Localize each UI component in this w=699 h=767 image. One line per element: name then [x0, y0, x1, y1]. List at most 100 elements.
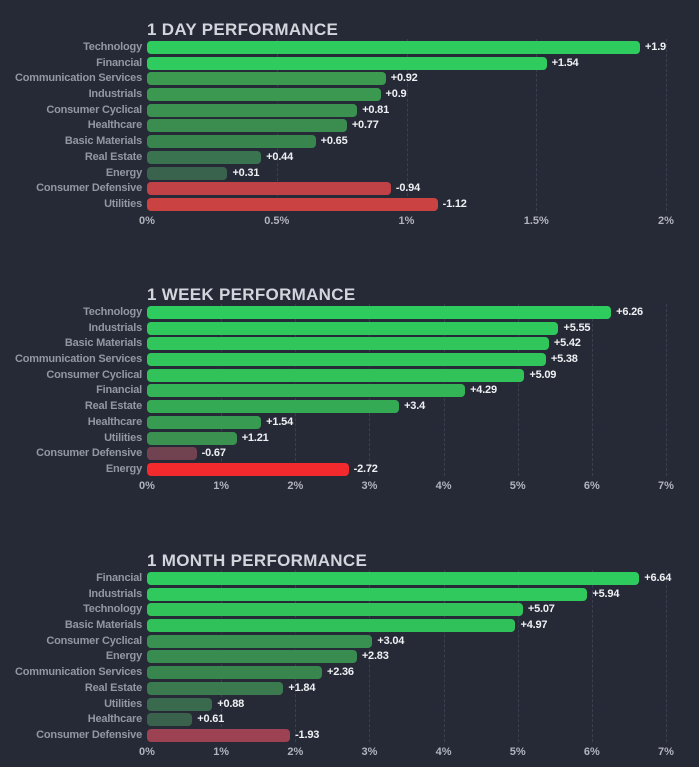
performance-bar: [147, 88, 381, 102]
category-label: Consumer Cyclical: [46, 368, 142, 381]
bar-row: Consumer Defensive -1.93: [36, 728, 666, 742]
performance-bar: [147, 572, 640, 585]
bar-row: Energy +0.31: [106, 166, 666, 180]
bar-row: Basic Materials +4.97: [65, 619, 666, 633]
performance-bar: [147, 619, 516, 633]
value-label: +0.81: [362, 103, 390, 116]
bar-row: Financial +1.54: [96, 56, 666, 70]
bar-row: Technology +5.07: [83, 603, 666, 617]
category-label: Financial: [96, 384, 142, 397]
gridline: [666, 570, 667, 742]
x-axis-tick-label: 3%: [361, 746, 378, 758]
category-label: Real Estate: [84, 400, 142, 413]
value-label: -1.93: [295, 728, 320, 741]
performance-bar: [147, 650, 357, 664]
category-label: Communication Services: [14, 353, 142, 366]
x-axis-tick-label: 1%: [213, 480, 230, 492]
bar-row: Consumer Defensive -0.94: [36, 182, 666, 196]
gridline: [591, 304, 593, 476]
category-label: Energy: [105, 650, 142, 663]
x-axis-tick-label: 6%: [583, 746, 600, 758]
category-label: Industrials: [88, 321, 143, 334]
x-axis-tick-label: 1.5%: [523, 215, 549, 227]
performance-bar: [147, 306, 612, 319]
performance-bar: [147, 103, 358, 117]
performance-bar: [147, 384, 466, 398]
category-label: Healthcare: [87, 415, 142, 428]
category-label: Basic Materials: [64, 135, 142, 148]
performance-bar: [147, 681, 284, 695]
bar-row: Consumer Cyclical +3.04: [46, 634, 666, 648]
category-label: Technology: [83, 41, 142, 53]
x-axis-tick-label: 6%: [583, 480, 600, 492]
value-label: +1.9: [645, 41, 666, 53]
value-label: +5.07: [527, 603, 555, 616]
x-axis-tick-label: 7%: [658, 746, 674, 758]
bar-row: Real Estate +3.4: [85, 400, 666, 414]
chart-title: 1 WEEK PERFORMANCE: [147, 285, 356, 305]
x-axis-tick-label: 2%: [287, 480, 304, 492]
x-axis-tick-label: 7%: [658, 480, 674, 492]
bar-row: Basic Materials +0.65: [65, 135, 666, 149]
gridline: [517, 570, 519, 742]
gridline: [517, 304, 519, 476]
bar-row: Industrials +5.94: [89, 587, 666, 601]
gridline: [369, 570, 371, 742]
x-axis-tick-label: 2%: [658, 215, 674, 227]
performance-bar: [147, 119, 347, 133]
category-label: Communication Services: [14, 666, 142, 679]
bars-area: Technology +1.9 Financial +1.54 Communicatio…: [15, 41, 666, 211]
category-label: Communication Services: [14, 72, 142, 85]
performance-bar: [147, 587, 588, 601]
bar-row: Technology +1.9: [83, 41, 666, 54]
bar-row: Real Estate +1.84: [85, 681, 666, 695]
bar-row: Financial +6.64: [96, 572, 671, 585]
value-label: -2.72: [353, 462, 378, 475]
category-label: Consumer Defensive: [36, 447, 142, 460]
category-label: Real Estate: [84, 150, 142, 163]
value-label: +0.88: [217, 697, 245, 710]
bar-row: Financial +4.29: [96, 384, 666, 398]
chart-title: 1 DAY PERFORMANCE: [147, 20, 339, 40]
value-label: +0.77: [351, 119, 379, 132]
category-label: Consumer Cyclical: [46, 103, 142, 116]
category-label: Financial: [96, 56, 142, 69]
performance-bar: [147, 182, 391, 196]
performance-bar: [147, 72, 386, 86]
gridline: [666, 39, 667, 211]
plot-area: Technology +6.26 Industrials +5.55 Basic Mat…: [15, 304, 674, 494]
x-axis-tick-label: 2%: [287, 746, 304, 758]
value-label: +1.54: [266, 415, 294, 428]
category-label: Energy: [105, 166, 142, 179]
performance-bar: [147, 462, 349, 476]
value-label: +5.42: [553, 337, 581, 350]
category-label: Utilities: [104, 697, 142, 710]
value-label: +6.64: [644, 572, 672, 584]
performance-bar: [147, 150, 262, 164]
bar-row: Utilities +0.88: [104, 697, 666, 711]
performance-bar: [147, 135, 316, 149]
value-label: +3.4: [404, 400, 425, 413]
bar-row: Consumer Defensive -0.67: [36, 447, 666, 461]
category-label: Basic Materials: [64, 337, 142, 350]
category-label: Industrials: [88, 587, 143, 600]
value-label: +0.9: [385, 88, 407, 101]
x-axis-tick-label: 5%: [509, 480, 526, 492]
category-label: Basic Materials: [64, 619, 142, 632]
performance-bar: [147, 447, 197, 461]
performance-bar: [147, 56, 547, 70]
performance-bar: [147, 728, 291, 742]
plot-area: Financial +6.64 Industrials +5.94 Technology…: [15, 570, 674, 760]
value-label: +4.97: [520, 619, 548, 632]
bar-row: Real Estate +0.44: [85, 150, 666, 164]
category-label: Utilities: [104, 431, 142, 444]
x-axis-tick-label: 0%: [139, 746, 155, 758]
performance-bar: [147, 353, 546, 367]
x-axis-tick-label: 0.5%: [264, 215, 290, 227]
performance-bar: [147, 197, 438, 211]
bar-row: Industrials +5.55: [89, 321, 666, 335]
value-label: +1.84: [288, 681, 316, 694]
performance-bar: [147, 321, 559, 335]
bar-row: Industrials +0.9: [89, 88, 666, 102]
value-label: +0.31: [232, 166, 260, 179]
